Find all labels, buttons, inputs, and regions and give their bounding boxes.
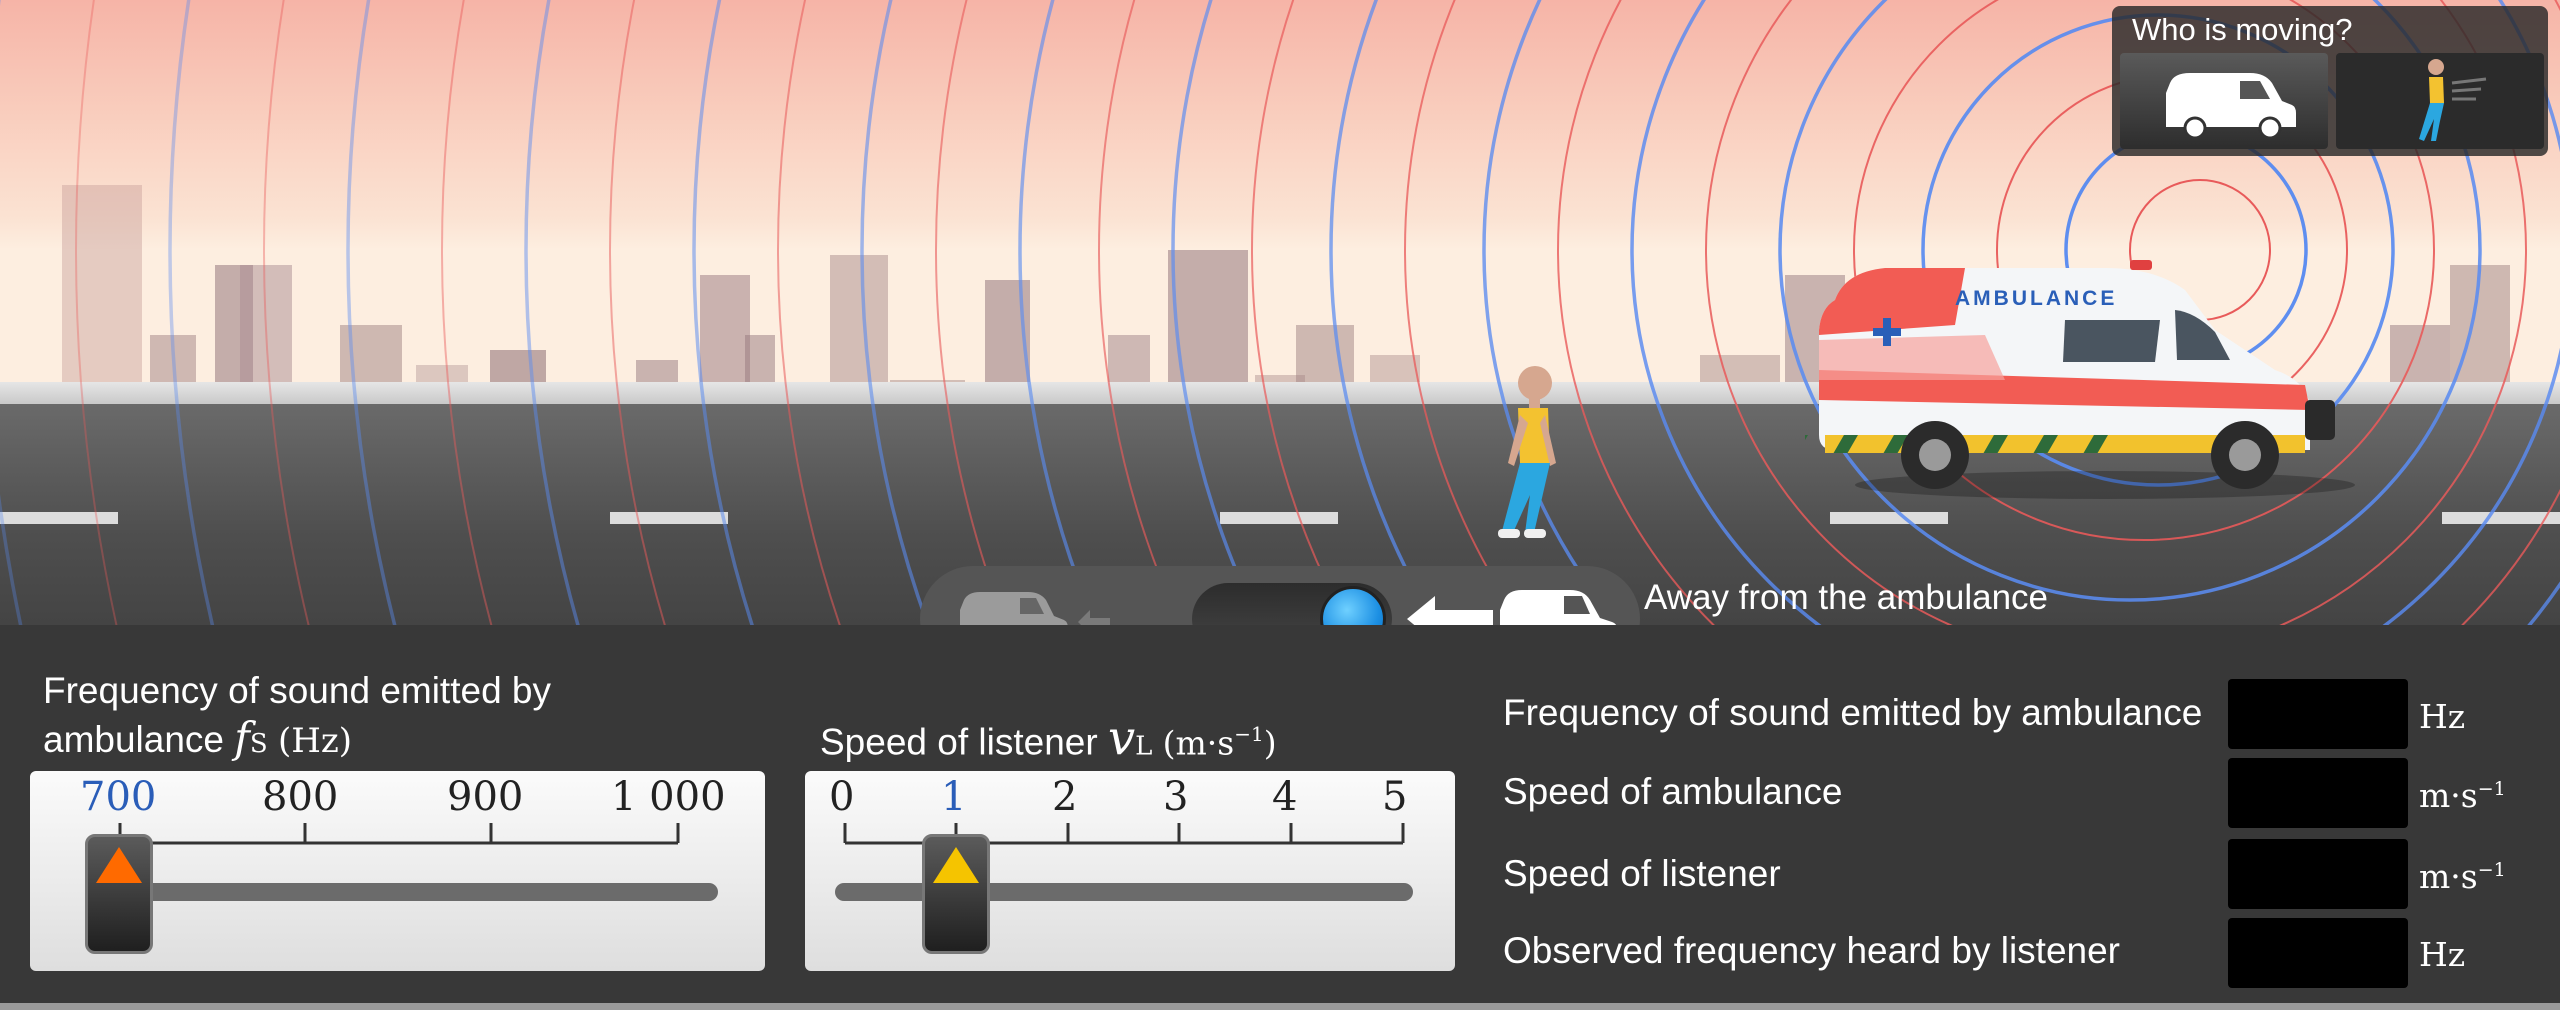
speed-tick-label: 3 bbox=[1163, 774, 1189, 820]
frequency-label-word: ambulance bbox=[43, 719, 225, 760]
sound-wave-ring bbox=[860, 0, 931, 625]
sound-wave-ring bbox=[524, 0, 580, 625]
frequency-unit: (Hz) bbox=[277, 721, 353, 761]
sound-wave-ring bbox=[692, 0, 755, 625]
lane-marking bbox=[1220, 512, 1338, 524]
frequency-subscript: S bbox=[249, 729, 268, 759]
walking-person-icon bbox=[2419, 59, 2487, 141]
readout-unit-exp: −1 bbox=[2477, 859, 2506, 881]
sound-wave-ring bbox=[609, 0, 667, 625]
speed-subscript: L bbox=[1135, 731, 1153, 762]
readout-value-source-frequency bbox=[2228, 679, 2408, 749]
readout-label-source-frequency: Frequency of sound emitted by ambulance bbox=[1503, 692, 2203, 733]
ambulance-icon bbox=[2166, 73, 2296, 140]
freq-tick-label: 800 bbox=[262, 774, 339, 820]
who-is-moving-title: Who is moving? bbox=[2132, 12, 2353, 47]
sound-wave-ring bbox=[1098, 0, 1182, 625]
speed-tick-label: 2 bbox=[1052, 774, 1078, 820]
speed-tick-label: 5 bbox=[1382, 774, 1408, 820]
lane-marking bbox=[2442, 512, 2560, 524]
sound-wave-ring bbox=[1018, 0, 1098, 625]
speed-label-word: Speed of listener bbox=[820, 721, 1098, 763]
readout-unit-exp: −1 bbox=[2477, 778, 2506, 800]
frequency-scale bbox=[90, 823, 718, 901]
readout-unit: m·s−1 bbox=[2419, 857, 2506, 896]
speed-scale bbox=[835, 823, 1413, 901]
sound-wave-ring bbox=[1482, 0, 2560, 625]
triangle-up-icon bbox=[96, 847, 142, 883]
direction-label: Away from the ambulance bbox=[1644, 578, 2049, 617]
sound-wave-ring bbox=[1329, 0, 1440, 625]
speed-tick-label: 0 bbox=[829, 774, 855, 820]
readout-value-observed-frequency bbox=[2228, 918, 2408, 988]
listener-person bbox=[1498, 366, 1556, 538]
readout-unit-text: m·s bbox=[2419, 776, 2478, 815]
sound-wave-ring bbox=[441, 0, 493, 625]
speed-slider[interactable]: 0 1 2 3 4 5 bbox=[805, 771, 1455, 971]
readout-unit: Hz bbox=[2419, 697, 2465, 736]
ambulance-label: AMBULANCE bbox=[1955, 287, 2117, 310]
who-is-moving-panel: Who is moving? bbox=[2112, 6, 2548, 156]
readout-label-observed-frequency: Observed frequency heard by listener bbox=[1503, 930, 2121, 971]
speed-unit: (m·s bbox=[1162, 723, 1235, 763]
freq-tick-label: 1 000 bbox=[611, 774, 726, 820]
sound-wave-ring bbox=[935, 0, 1008, 625]
ambulance: AMBULANCE bbox=[1805, 260, 2355, 499]
freq-tick-label: 900 bbox=[447, 774, 524, 820]
speed-symbol: v bbox=[1107, 710, 1136, 767]
sound-wave-ring bbox=[75, 0, 118, 625]
speed-unit-close: ) bbox=[1263, 723, 1277, 763]
lane-marking bbox=[0, 512, 118, 524]
readout-unit: Hz bbox=[2419, 935, 2465, 974]
sound-wave-ring bbox=[1251, 0, 1350, 625]
sound-wave-ring bbox=[1778, 0, 2482, 602]
speed-slider-label: Speed of listener vL (m·s−1) bbox=[820, 711, 1277, 770]
sound-wave-ring bbox=[1853, 0, 2435, 541]
readout-value-ambulance-speed bbox=[2228, 758, 2408, 828]
readout-label-ambulance-speed: Speed of ambulance bbox=[1503, 771, 1843, 812]
speed-tick-label: 1 bbox=[941, 774, 967, 820]
frequency-label-line1: Frequency of sound emitted by bbox=[43, 670, 552, 711]
sound-wave-ring bbox=[1705, 0, 2527, 625]
readout-unit-text: Hz bbox=[2419, 697, 2466, 736]
sound-wave-ring bbox=[346, 0, 397, 625]
sound-waves bbox=[0, 0, 2560, 625]
simulation-scene: AMBULANCE Who is moving? bbox=[0, 0, 2560, 625]
bottom-divider bbox=[0, 1003, 2560, 1010]
speed-tick-label: 4 bbox=[1272, 774, 1298, 820]
lane-marking bbox=[610, 512, 728, 524]
sound-wave-ring bbox=[168, 0, 215, 625]
freq-tick-label: 700 bbox=[80, 774, 157, 820]
sound-wave-ring bbox=[263, 0, 311, 625]
ambulance-moving-button[interactable] bbox=[2120, 53, 2328, 149]
sound-wave-ring bbox=[1557, 0, 2560, 625]
frequency-slider-label: Frequency of sound emitted by ambulance … bbox=[43, 667, 551, 768]
frequency-symbol: f bbox=[234, 713, 250, 762]
readout-unit-text: m·s bbox=[2419, 857, 2478, 896]
frequency-slider-thumb[interactable] bbox=[85, 834, 153, 954]
lane-marking bbox=[1830, 512, 1948, 524]
readout-unit: m·s−1 bbox=[2419, 776, 2506, 815]
listener-moving-button[interactable] bbox=[2336, 53, 2544, 149]
sound-wave-ring bbox=[777, 0, 841, 625]
frequency-label-line2: ambulance fS (Hz) bbox=[43, 714, 551, 768]
speed-unit-exp: −1 bbox=[1234, 722, 1264, 746]
speed-slider-thumb[interactable] bbox=[922, 834, 990, 954]
readout-value-listener-speed bbox=[2228, 839, 2408, 909]
sound-wave-ring bbox=[1404, 0, 1525, 625]
triangle-up-icon bbox=[933, 847, 979, 883]
sound-wave-ring bbox=[1171, 0, 1263, 625]
readout-label-listener-speed: Speed of listener bbox=[1503, 853, 1781, 894]
sound-wave-ring bbox=[1630, 0, 2560, 625]
readout-unit-text: Hz bbox=[2419, 935, 2466, 974]
frequency-slider[interactable]: 700 800 900 1 000 bbox=[30, 771, 765, 971]
